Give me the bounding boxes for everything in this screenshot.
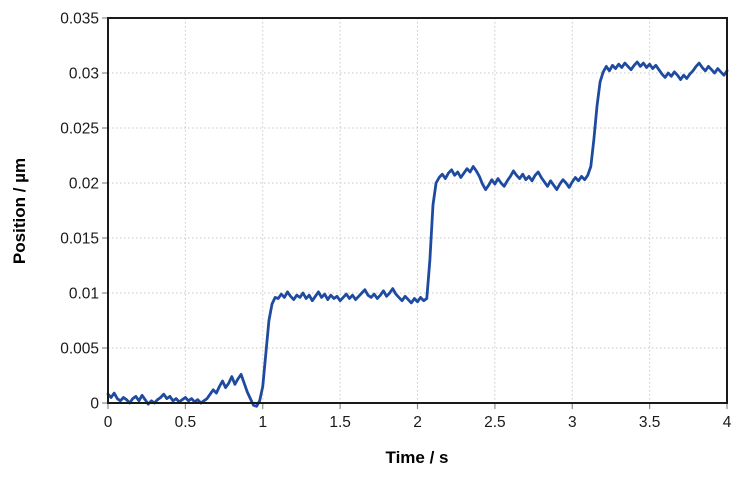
y-tick-label: 0.01 [69, 286, 99, 303]
series-line-position [106, 60, 729, 408]
y-tick-label: 0.005 [60, 341, 99, 358]
x-tick-label: 0.5 [175, 414, 197, 431]
y-axis-title: Position / µm [10, 158, 29, 264]
y-tick-label: 0.025 [60, 121, 99, 138]
x-tick-label: 1.5 [329, 414, 351, 431]
y-tick-label: 0.015 [60, 231, 99, 248]
x-tick-label: 2.5 [484, 414, 506, 431]
x-tick-label: 3 [568, 414, 577, 431]
x-tick-label: 2 [413, 414, 422, 431]
y-tick-label: 0.035 [60, 11, 99, 28]
x-axis-title: Time / s [386, 448, 449, 467]
y-tick-label: 0.02 [69, 176, 99, 193]
x-tick-label: 4 [723, 414, 732, 431]
plot-frame-layer [107, 17, 728, 404]
plot-frame [107, 17, 728, 404]
x-tick-label: 1 [258, 414, 267, 431]
x-tick-label: 0 [104, 414, 113, 431]
y-tick-label: 0 [90, 396, 99, 413]
x-tick-label: 3.5 [639, 414, 661, 431]
series-layer [106, 60, 729, 408]
tick-mark-layer [102, 17, 728, 409]
grid-layer [108, 18, 727, 403]
y-tick-label: 0.03 [69, 66, 99, 83]
tick-label-layer: 0 0.5 1 1.5 2 2.5 3 3.5 4 0 0.005 0.01 0.015 0.02 0.02… [60, 11, 731, 432]
